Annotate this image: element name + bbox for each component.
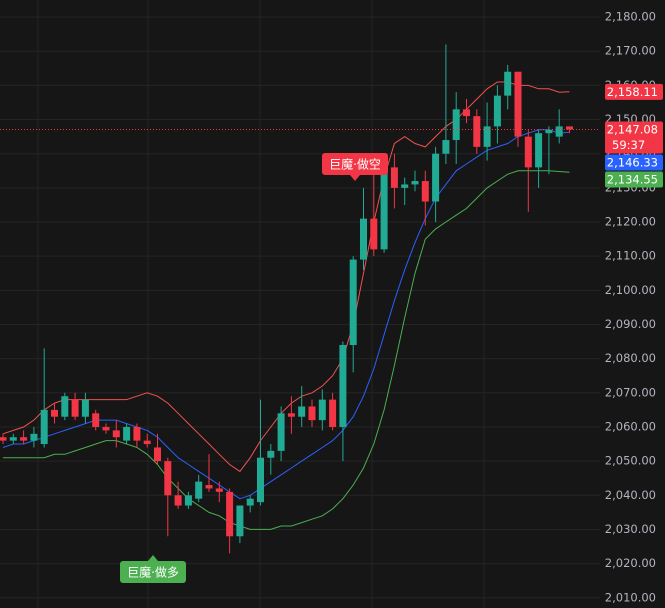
- candle-body: [370, 218, 378, 250]
- y-tick-label: 2,030.00: [605, 522, 656, 536]
- candle-body: [92, 413, 100, 427]
- y-tick-label: 2,090.00: [605, 317, 656, 331]
- candle-body: [411, 181, 419, 185]
- candle-body: [421, 181, 429, 202]
- candle-body: [40, 409, 48, 445]
- candle-body: [133, 426, 141, 441]
- annotation-text: 巨魔·做空: [329, 157, 381, 172]
- candle-body: [0, 437, 7, 441]
- candle-body: [51, 409, 58, 417]
- candle-body: [236, 505, 244, 537]
- candle-body: [143, 440, 151, 445]
- candle-body: [452, 109, 460, 141]
- candle-body: [380, 167, 388, 250]
- price-label: 2,147.08: [607, 123, 658, 137]
- candle-body: [61, 396, 69, 417]
- price-label-box: [605, 83, 663, 100]
- candle-body: [71, 399, 79, 417]
- candle-body: [9, 437, 17, 441]
- band-line: [3, 170, 570, 530]
- y-tick-label: 2,120.00: [605, 215, 656, 229]
- price-label-box: [605, 171, 663, 188]
- y-tick-label: 2,070.00: [605, 385, 656, 399]
- candle-body: [360, 218, 367, 260]
- candle-body: [195, 481, 203, 499]
- candle-body: [329, 399, 337, 427]
- candle-body: [535, 133, 543, 168]
- candle-body: [81, 399, 89, 417]
- candle-body: [339, 344, 347, 427]
- annotation-pointer: [350, 175, 360, 181]
- candle-body: [205, 485, 213, 489]
- candle-body: [504, 71, 512, 96]
- candle-body: [184, 495, 192, 506]
- candle-body: [349, 259, 357, 345]
- candle-body: [257, 457, 264, 503]
- candle-body: [20, 437, 28, 441]
- candle-body: [215, 488, 223, 492]
- candle-body: [318, 399, 326, 421]
- price-label: 2,146.33: [607, 156, 658, 170]
- candle-body: [164, 461, 172, 496]
- y-tick-label: 2,110.00: [605, 249, 656, 263]
- candle-body: [277, 413, 285, 451]
- price-label: 2,134.55: [607, 173, 658, 187]
- candle-body: [154, 447, 161, 462]
- y-tick-label: 2,050.00: [605, 454, 656, 468]
- price-label-box: [605, 121, 663, 154]
- candle-body: [308, 406, 316, 421]
- candle-body: [287, 413, 295, 417]
- candle-body: [30, 433, 38, 441]
- candle-body: [401, 184, 409, 188]
- candle-body: [432, 153, 440, 202]
- annotation-pointer: [148, 555, 158, 561]
- y-tick-label: 2,010.00: [605, 590, 656, 604]
- y-tick-label: 2,060.00: [605, 419, 656, 433]
- vertical-grid: [37, 0, 485, 608]
- candle-body: [174, 495, 182, 506]
- candle-body: [112, 430, 120, 438]
- y-tick-label: 2,040.00: [605, 488, 656, 502]
- candle-body: [545, 129, 553, 134]
- candle-body: [463, 109, 470, 117]
- candle-body: [102, 426, 110, 431]
- candle-body: [442, 140, 450, 154]
- annotation-box: [120, 561, 186, 583]
- annotation-box: [322, 153, 388, 175]
- candle-body: [555, 126, 563, 137]
- candle-body: [493, 95, 501, 127]
- price-label: 2,158.11: [607, 85, 658, 99]
- annotation-text: 巨魔·做多: [127, 565, 179, 580]
- candle-body: [123, 426, 131, 441]
- candle-body: [390, 167, 398, 188]
- price-label-box: [605, 154, 663, 171]
- y-tick-label: 2,080.00: [605, 351, 656, 365]
- countdown: 59:37: [612, 138, 645, 152]
- y-tick-label: 2,170.00: [605, 44, 656, 58]
- candle-body: [298, 406, 306, 417]
- band-line: [2, 129, 570, 500]
- candle-body: [483, 126, 491, 147]
- y-tick-label: 2,020.00: [605, 556, 656, 570]
- candle-body: [514, 71, 522, 137]
- candle-body: [566, 126, 573, 130]
- candle-body: [267, 450, 275, 458]
- band-line: [2, 81, 570, 473]
- candle-body: [524, 136, 532, 168]
- candle-body: [246, 498, 254, 506]
- y-tick-label: 2,180.00: [605, 10, 656, 24]
- candle-body: [226, 491, 234, 537]
- candle-body: [473, 116, 481, 147]
- y-tick-label: 2,100.00: [605, 283, 656, 297]
